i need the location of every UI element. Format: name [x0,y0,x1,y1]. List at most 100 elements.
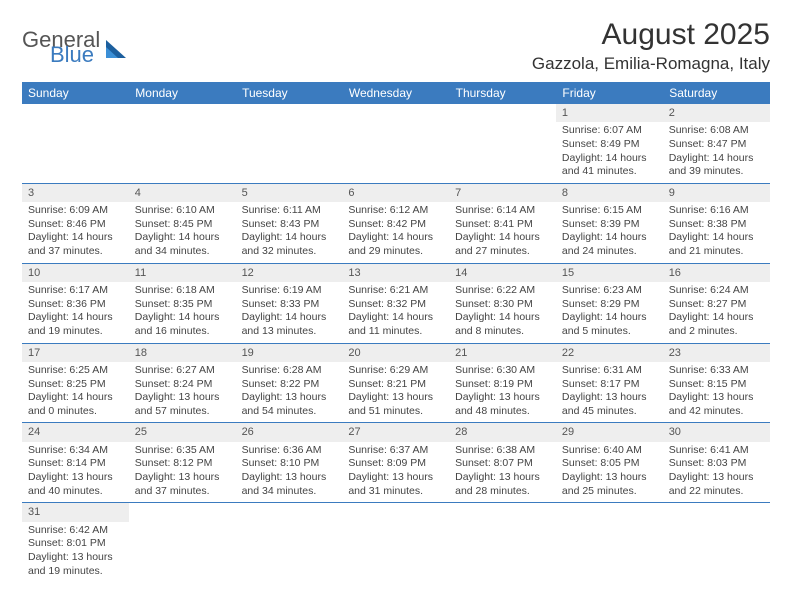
day-number: 20 [342,344,449,362]
daylight-line1: Daylight: 14 hours [242,311,337,325]
sunrise: Sunrise: 6:15 AM [562,204,657,218]
calendar-cell: 8Sunrise: 6:15 AMSunset: 8:39 PMDaylight… [556,183,663,263]
calendar-cell: 15Sunrise: 6:23 AMSunset: 8:29 PMDayligh… [556,263,663,343]
calendar-row: 3Sunrise: 6:09 AMSunset: 8:46 PMDaylight… [22,183,770,263]
day-body: Sunrise: 6:40 AMSunset: 8:05 PMDaylight:… [556,442,663,503]
sunrise: Sunrise: 6:09 AM [28,204,123,218]
sunrise: Sunrise: 6:28 AM [242,364,337,378]
day-body: Sunrise: 6:12 AMSunset: 8:42 PMDaylight:… [342,202,449,263]
sunrise: Sunrise: 6:23 AM [562,284,657,298]
daylight-line2: and 31 minutes. [348,485,443,499]
daylight-line2: and 2 minutes. [669,325,764,339]
sunrise: Sunrise: 6:37 AM [348,444,443,458]
sunset: Sunset: 8:38 PM [669,218,764,232]
calendar-cell: 30Sunrise: 6:41 AMSunset: 8:03 PMDayligh… [663,423,770,503]
daylight-line1: Daylight: 14 hours [348,311,443,325]
daylight-line1: Daylight: 14 hours [562,152,657,166]
sail-icon [104,38,130,60]
day-number: 8 [556,184,663,202]
sunset: Sunset: 8:33 PM [242,298,337,312]
day-body: Sunrise: 6:29 AMSunset: 8:21 PMDaylight:… [342,362,449,423]
day-body: Sunrise: 6:11 AMSunset: 8:43 PMDaylight:… [236,202,343,263]
daylight-line2: and 37 minutes. [135,485,230,499]
daylight-line2: and 32 minutes. [242,245,337,259]
dow-saturday: Saturday [663,82,770,104]
calendar-cell [449,104,556,183]
sunset: Sunset: 8:32 PM [348,298,443,312]
sunset: Sunset: 8:25 PM [28,378,123,392]
daylight-line2: and 54 minutes. [242,405,337,419]
daylight-line2: and 48 minutes. [455,405,550,419]
daylight-line1: Daylight: 14 hours [135,311,230,325]
sunset: Sunset: 8:12 PM [135,457,230,471]
daylight-line2: and 37 minutes. [28,245,123,259]
calendar-cell: 18Sunrise: 6:27 AMSunset: 8:24 PMDayligh… [129,343,236,423]
title-block: August 2025 Gazzola, Emilia-Romagna, Ita… [532,18,770,74]
calendar-cell [663,503,770,582]
day-body: Sunrise: 6:34 AMSunset: 8:14 PMDaylight:… [22,442,129,503]
sunset: Sunset: 8:01 PM [28,537,123,551]
day-number: 18 [129,344,236,362]
day-body: Sunrise: 6:33 AMSunset: 8:15 PMDaylight:… [663,362,770,423]
dow-friday: Friday [556,82,663,104]
calendar-cell: 2Sunrise: 6:08 AMSunset: 8:47 PMDaylight… [663,104,770,183]
day-number: 17 [22,344,129,362]
sunrise: Sunrise: 6:29 AM [348,364,443,378]
calendar-cell: 14Sunrise: 6:22 AMSunset: 8:30 PMDayligh… [449,263,556,343]
sunset: Sunset: 8:29 PM [562,298,657,312]
day-body: Sunrise: 6:09 AMSunset: 8:46 PMDaylight:… [22,202,129,263]
day-number: 16 [663,264,770,282]
calendar-cell [129,503,236,582]
day-body: Sunrise: 6:22 AMSunset: 8:30 PMDaylight:… [449,282,556,343]
daylight-line1: Daylight: 14 hours [28,391,123,405]
day-body: Sunrise: 6:25 AMSunset: 8:25 PMDaylight:… [22,362,129,423]
sunrise: Sunrise: 6:35 AM [135,444,230,458]
brand-blue: Blue [50,45,100,66]
daylight-line2: and 34 minutes. [135,245,230,259]
daylight-line2: and 51 minutes. [348,405,443,419]
sunrise: Sunrise: 6:08 AM [669,124,764,138]
daylight-line2: and 21 minutes. [669,245,764,259]
day-body: Sunrise: 6:35 AMSunset: 8:12 PMDaylight:… [129,442,236,503]
sunrise: Sunrise: 6:12 AM [348,204,443,218]
calendar-cell [236,104,343,183]
daylight-line2: and 45 minutes. [562,405,657,419]
daylight-line1: Daylight: 13 hours [135,391,230,405]
sunset: Sunset: 8:49 PM [562,138,657,152]
sunrise: Sunrise: 6:14 AM [455,204,550,218]
day-body: Sunrise: 6:10 AMSunset: 8:45 PMDaylight:… [129,202,236,263]
sunrise: Sunrise: 6:21 AM [348,284,443,298]
dow-wednesday: Wednesday [342,82,449,104]
day-body: Sunrise: 6:36 AMSunset: 8:10 PMDaylight:… [236,442,343,503]
sunrise: Sunrise: 6:11 AM [242,204,337,218]
calendar-cell: 9Sunrise: 6:16 AMSunset: 8:38 PMDaylight… [663,183,770,263]
day-number: 5 [236,184,343,202]
daylight-line2: and 24 minutes. [562,245,657,259]
day-body: Sunrise: 6:42 AMSunset: 8:01 PMDaylight:… [22,522,129,583]
sunrise: Sunrise: 6:24 AM [669,284,764,298]
sunrise: Sunrise: 6:22 AM [455,284,550,298]
sunrise: Sunrise: 6:31 AM [562,364,657,378]
calendar-cell: 11Sunrise: 6:18 AMSunset: 8:35 PMDayligh… [129,263,236,343]
daylight-line2: and 34 minutes. [242,485,337,499]
daylight-line2: and 19 minutes. [28,565,123,579]
day-body: Sunrise: 6:27 AMSunset: 8:24 PMDaylight:… [129,362,236,423]
daylight-line1: Daylight: 14 hours [562,231,657,245]
daylight-line1: Daylight: 14 hours [669,152,764,166]
calendar-cell: 3Sunrise: 6:09 AMSunset: 8:46 PMDaylight… [22,183,129,263]
sunset: Sunset: 8:17 PM [562,378,657,392]
sunset: Sunset: 8:22 PM [242,378,337,392]
daylight-line1: Daylight: 13 hours [242,471,337,485]
daylight-line2: and 11 minutes. [348,325,443,339]
sunrise: Sunrise: 6:07 AM [562,124,657,138]
daylight-line2: and 0 minutes. [28,405,123,419]
daylight-line1: Daylight: 13 hours [28,551,123,565]
day-body: Sunrise: 6:23 AMSunset: 8:29 PMDaylight:… [556,282,663,343]
daylight-line1: Daylight: 13 hours [242,391,337,405]
calendar-cell [556,503,663,582]
calendar-cell: 16Sunrise: 6:24 AMSunset: 8:27 PMDayligh… [663,263,770,343]
calendar-cell: 10Sunrise: 6:17 AMSunset: 8:36 PMDayligh… [22,263,129,343]
daylight-line1: Daylight: 14 hours [669,311,764,325]
calendar-cell: 24Sunrise: 6:34 AMSunset: 8:14 PMDayligh… [22,423,129,503]
day-body: Sunrise: 6:38 AMSunset: 8:07 PMDaylight:… [449,442,556,503]
